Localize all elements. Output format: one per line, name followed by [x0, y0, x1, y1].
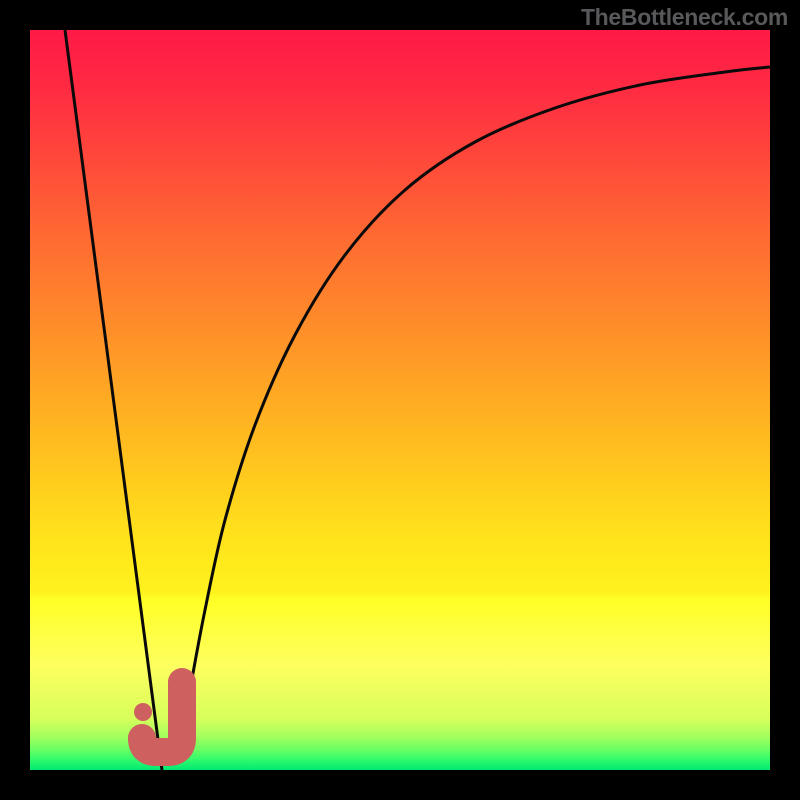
watermark-text: TheBottleneck.com [581, 4, 788, 31]
plot-area [30, 30, 770, 770]
chart-container: TheBottleneck.com [0, 0, 800, 800]
j-marker [30, 30, 770, 770]
